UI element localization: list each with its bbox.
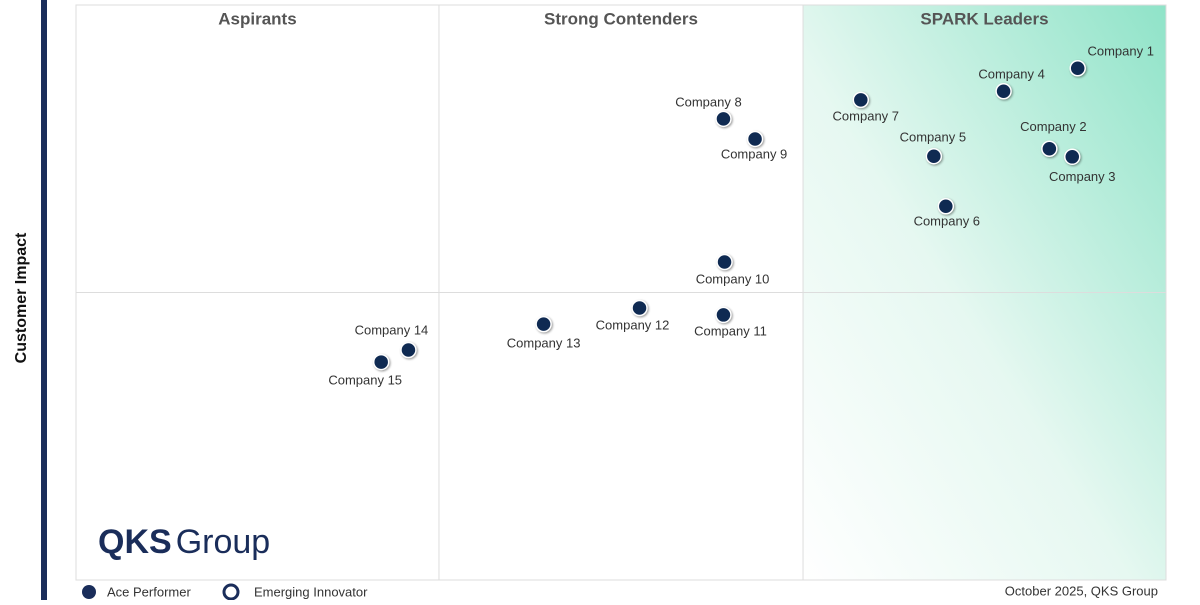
quadrant-title: Strong Contenders [544, 9, 698, 28]
point [631, 299, 648, 317]
point-label: Company 9 [721, 146, 787, 161]
point [716, 253, 733, 271]
quadrant-title: Aspirants [218, 9, 296, 28]
point-label: Company 14 [355, 322, 429, 337]
point-label: Company 6 [914, 214, 980, 229]
point-label: Company 8 [675, 94, 741, 109]
point-label: Company 10 [696, 271, 770, 286]
legend-label: Ace Performer [107, 584, 191, 599]
point-label: Company 15 [328, 373, 402, 388]
point-label: Company 7 [833, 108, 899, 123]
point [372, 353, 390, 371]
point [715, 110, 732, 128]
point [400, 341, 417, 359]
point [746, 130, 764, 148]
logo: QKS Group [98, 523, 270, 561]
point-label: Company 1 [1087, 44, 1153, 59]
logo-bold: QKS [98, 523, 172, 561]
point [1064, 148, 1081, 166]
point [1041, 140, 1058, 157]
point [937, 198, 955, 215]
point-label: Company 4 [978, 67, 1044, 82]
legend-label: Emerging Innovator [254, 584, 368, 599]
footer: October 2025, QKS Group [1005, 583, 1158, 598]
point-label: Company 3 [1049, 169, 1115, 184]
plot-area: Aspirants Strong Contenders SPARK Leaders C… [75, 4, 1167, 581]
point [715, 306, 732, 324]
point [852, 91, 870, 109]
point-label: Company 13 [507, 336, 581, 351]
legend-icon [82, 585, 96, 599]
side-bar [41, 0, 47, 600]
point [925, 147, 943, 165]
y-axis-label: Customer Impact [13, 232, 30, 363]
point [535, 315, 552, 333]
point [1069, 60, 1086, 77]
point-label: Company 11 [694, 323, 767, 338]
quadrant-title: SPARK Leaders [920, 9, 1048, 28]
point-label: Company 5 [900, 130, 966, 145]
logo-light: Group [176, 523, 271, 561]
legend-icon [222, 583, 240, 601]
point [995, 83, 1012, 100]
point-label: Company 12 [596, 317, 670, 332]
point-label: Company 2 [1020, 119, 1086, 134]
